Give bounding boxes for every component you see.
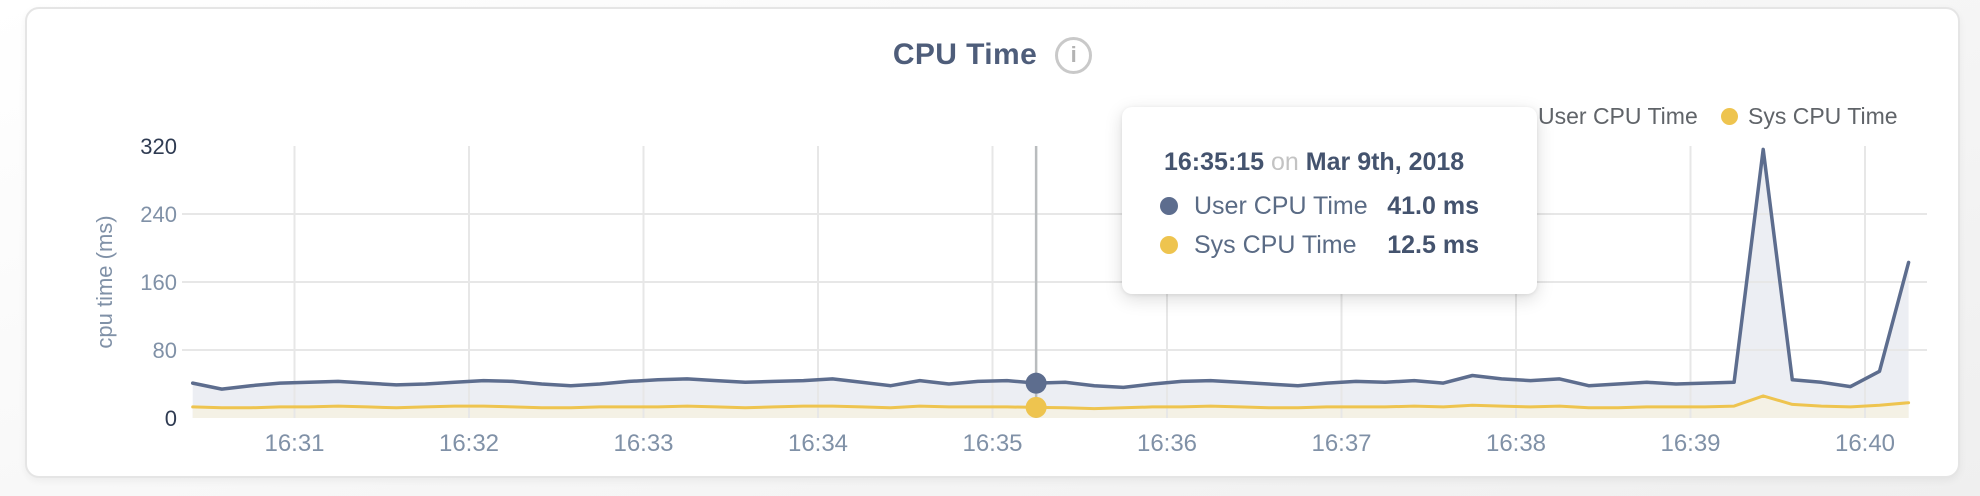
x-tick-label: 16:36 bbox=[1137, 430, 1197, 457]
hover-point-sys bbox=[1025, 396, 1047, 418]
tooltip-row-user: User CPU Time 41.0 ms bbox=[1160, 191, 1479, 221]
y-tick-label: 0 bbox=[165, 406, 177, 431]
x-tick-label: 16:33 bbox=[613, 430, 673, 457]
chart-card: CPU Time i cpu time (ms) 320 240 160 80 0 16:… bbox=[25, 7, 1960, 478]
sys-series-dot-icon bbox=[1160, 236, 1178, 254]
chart-header: CPU Time i bbox=[27, 35, 1958, 75]
tooltip-conjunction: on bbox=[1271, 148, 1299, 176]
y-tick-label: 80 bbox=[153, 338, 177, 363]
user-cpu-line bbox=[190, 147, 1911, 391]
tooltip-sys-value: 12.5 ms bbox=[1387, 230, 1479, 259]
user-area-fill bbox=[192, 149, 1909, 418]
y-axis-title: cpu time (ms) bbox=[92, 215, 117, 349]
info-icon[interactable]: i bbox=[1055, 36, 1093, 74]
tooltip-sys-label: Sys CPU Time bbox=[1194, 230, 1357, 259]
x-tick-label: 16:38 bbox=[1486, 430, 1546, 457]
legend-label-sys: Sys CPU Time bbox=[1748, 102, 1898, 129]
x-tick-label: 16:34 bbox=[788, 430, 848, 457]
chart-title: CPU Time bbox=[892, 38, 1038, 71]
y-tick-label: 240 bbox=[140, 202, 177, 227]
tooltip-time: 16:35:15 bbox=[1164, 148, 1265, 176]
legend-item-user[interactable]: User CPU Time bbox=[1511, 101, 1698, 131]
x-tick-label: 16:35 bbox=[962, 430, 1022, 457]
y-tick-label: 160 bbox=[140, 270, 177, 295]
sys-area-fill bbox=[192, 395, 1909, 418]
legend-item-sys[interactable]: Sys CPU Time bbox=[1721, 101, 1898, 131]
user-series-dot-icon bbox=[1160, 197, 1178, 215]
tooltip-row-sys: Sys CPU Time 12.5 ms bbox=[1160, 230, 1479, 260]
chart-plot-area[interactable]: 320 240 160 80 0 16:31 16:32 16:33 16:34 16:35 16:… bbox=[27, 9, 1980, 496]
sys-legend-dot-icon bbox=[1721, 107, 1738, 125]
hover-point-user bbox=[1025, 372, 1047, 394]
x-tick-label: 16:32 bbox=[439, 430, 499, 457]
sys-cpu-line bbox=[191, 394, 1911, 411]
tooltip-user-label: User CPU Time bbox=[1194, 191, 1368, 220]
x-tick-label: 16:39 bbox=[1660, 430, 1720, 457]
x-tick-label: 16:40 bbox=[1835, 430, 1895, 457]
x-tick-label: 16:31 bbox=[264, 430, 324, 457]
y-tick-label: 320 bbox=[140, 134, 177, 159]
legend-label-user: User CPU Time bbox=[1538, 102, 1698, 129]
tooltip-header: 16:35:15 on Mar 9th, 2018 bbox=[1164, 147, 1464, 177]
chart-tooltip: 16:35:15 on Mar 9th, 2018 User CPU Time … bbox=[1122, 107, 1537, 294]
tooltip-date: Mar 9th, 2018 bbox=[1305, 148, 1465, 176]
x-tick-label: 16:37 bbox=[1311, 430, 1371, 457]
tooltip-user-value: 41.0 ms bbox=[1387, 191, 1479, 220]
